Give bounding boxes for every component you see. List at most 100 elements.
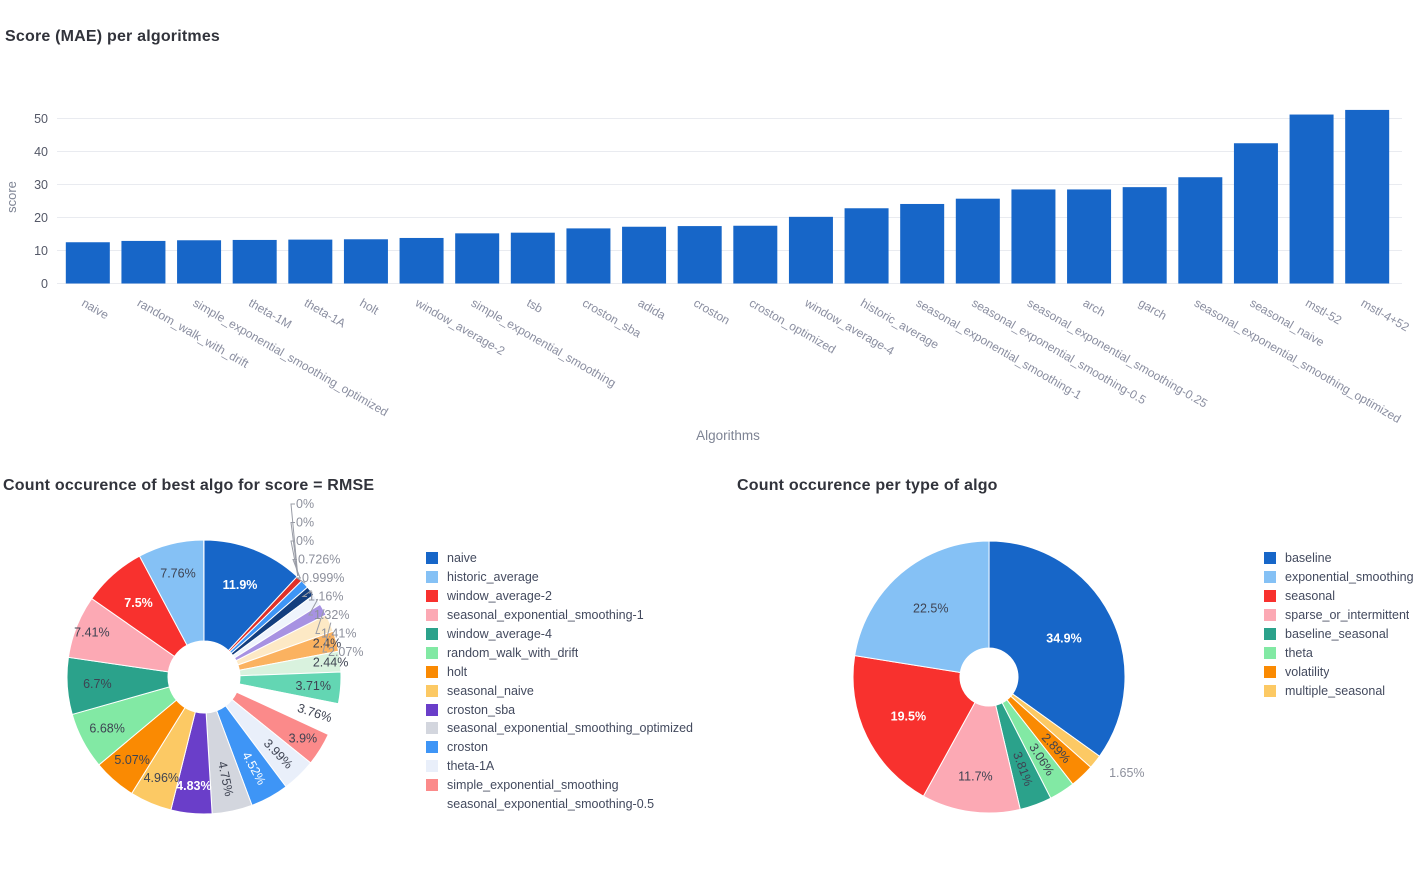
legend-item[interactable]: theta (1264, 643, 1418, 662)
pie-charts[interactable]: 11.9%2.4%2.44%3.71%3.76%3.9%3.99%4.52%4.… (0, 450, 1418, 885)
pct-label: 1.65% (1109, 766, 1144, 780)
legend-item[interactable]: volatility (1264, 662, 1418, 681)
leader-line (290, 503, 299, 576)
pie-slice[interactable] (988, 540, 1126, 757)
legend-swatch (426, 646, 438, 659)
legend-item[interactable]: seasonal_exponential_smoothing_optimized (426, 719, 694, 738)
pct-label: 0% (296, 497, 314, 511)
legend-item[interactable]: window_average-2 (426, 587, 694, 606)
legend-label: theta-1A (447, 759, 495, 774)
legend-swatch (426, 779, 438, 792)
leader-line (295, 577, 306, 584)
bar[interactable] (566, 228, 611, 284)
pct-label: 0.726% (298, 553, 340, 567)
pie1-legend: naive historic_average window_average-2 sea… (426, 549, 694, 813)
bar[interactable] (788, 216, 833, 284)
bar[interactable] (1067, 189, 1112, 284)
x-tick-label: theta-1M (246, 296, 294, 332)
bar[interactable] (733, 225, 778, 284)
legend-item[interactable]: seasonal_exponential_smoothing-0.5 (426, 795, 694, 814)
bar[interactable] (1233, 143, 1278, 284)
pie-slice[interactable] (203, 539, 298, 652)
bar[interactable] (677, 226, 722, 284)
legend-item[interactable]: theta-1A (426, 757, 694, 776)
pct-label: 11.9% (223, 578, 258, 592)
legend-label: multiple_seasonal (1285, 683, 1386, 698)
legend-item[interactable]: croston_sba (426, 700, 694, 719)
legend-item[interactable]: baseline (1264, 549, 1418, 568)
bar[interactable] (844, 208, 889, 284)
bar[interactable] (1011, 189, 1056, 284)
legend-label: volatility (1285, 664, 1330, 679)
bar[interactable] (288, 239, 333, 284)
legend-item[interactable]: sparse_or_intermittent (1264, 606, 1418, 625)
pct-label: 2.44% (313, 656, 348, 670)
legend-item[interactable]: random_walk_with_drift (426, 643, 694, 662)
legend-label: exponential_smoothing (1285, 570, 1414, 585)
bar[interactable] (1178, 177, 1223, 284)
bar[interactable] (900, 203, 945, 284)
bar[interactable] (1289, 114, 1334, 284)
legend-item[interactable]: croston (426, 738, 694, 757)
leader-line (292, 559, 301, 579)
legend-label: baseline (1285, 551, 1332, 566)
pct-label: 34.9% (1046, 631, 1081, 645)
pct-label: 1.41% (321, 627, 356, 641)
y-tick-label: 30 (34, 178, 48, 192)
legend-item[interactable]: holt (426, 662, 694, 681)
bar[interactable] (955, 198, 1000, 284)
y-tick-label: 10 (34, 244, 48, 258)
bar[interactable] (455, 233, 500, 284)
legend-item[interactable]: seasonal (1264, 587, 1418, 606)
pie2-title: Count occurence per type of algo (737, 477, 998, 494)
bar[interactable] (121, 240, 166, 284)
bar[interactable] (1122, 187, 1167, 284)
legend-item[interactable]: baseline_seasonal (1264, 625, 1418, 644)
pie-slice[interactable] (922, 701, 1021, 814)
bar[interactable] (622, 226, 667, 284)
pie-slice[interactable] (854, 540, 990, 674)
x-tick-label: simple_exponential_smoothing_optimized (191, 296, 391, 420)
pct-label: 0% (296, 534, 314, 548)
y-axis-title: score (4, 181, 19, 213)
pct-label: 5.07% (114, 753, 149, 767)
legend-swatch (1264, 609, 1276, 622)
legend-item[interactable]: simple_exponential_smoothing (426, 776, 694, 795)
pct-label: 6.7% (83, 677, 112, 691)
bar[interactable] (232, 239, 277, 284)
bar[interactable] (1345, 109, 1390, 284)
legend-item[interactable]: naive (426, 549, 694, 568)
legend-label: theta (1285, 645, 1313, 660)
pct-label: 4.96% (144, 771, 179, 785)
legend-label: naive (447, 551, 477, 566)
leader-line (322, 622, 332, 653)
legend-item[interactable]: multiple_seasonal (1264, 681, 1418, 700)
pct-label: 7.5% (124, 596, 153, 610)
legend-swatch (1264, 552, 1276, 565)
bar[interactable] (343, 239, 388, 284)
pie-slice[interactable] (138, 539, 205, 646)
legend-swatch (1264, 665, 1276, 678)
legend-item[interactable]: seasonal_naive (426, 681, 694, 700)
legend-swatch (1264, 571, 1276, 584)
bar[interactable] (177, 240, 222, 284)
pct-label: 1.16% (308, 590, 343, 604)
legend-item[interactable]: seasonal_exponential_smoothing-1 (426, 606, 694, 625)
legend-item[interactable]: exponential_smoothing (1264, 568, 1418, 587)
y-tick-label: 40 (34, 145, 48, 159)
pie-slice[interactable] (852, 655, 976, 797)
x-tick-label: croston (691, 296, 732, 328)
bar[interactable] (65, 242, 110, 284)
bar-chart-title: Score (MAE) per algoritmes (5, 28, 221, 45)
legend-label: sparse_or_intermittent (1285, 608, 1410, 623)
x-tick-label: window_average-2 (412, 295, 507, 358)
leader-line (315, 608, 325, 634)
pct-label: 0.999% (302, 571, 344, 585)
bar[interactable] (510, 232, 555, 284)
y-tick-label: 0 (41, 277, 48, 291)
legend-item[interactable]: historic_average (426, 568, 694, 587)
bar[interactable] (399, 237, 444, 284)
legend-item[interactable]: window_average-4 (426, 625, 694, 644)
